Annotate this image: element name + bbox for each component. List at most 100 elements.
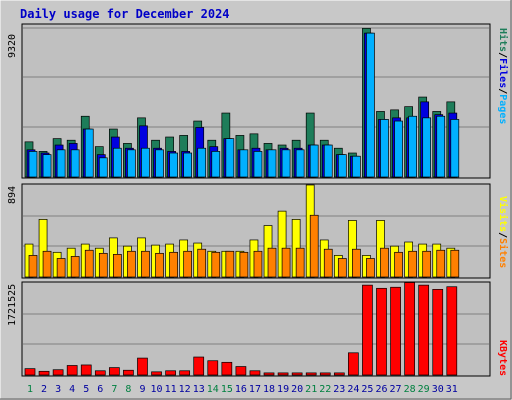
bar-sites-20: [295, 247, 305, 278]
bar-pages-31: [450, 119, 460, 178]
bar-pages-8: [127, 149, 136, 178]
bar-pages-27: [394, 120, 403, 178]
legend-sites: Sites: [497, 238, 508, 269]
right-legend-top: Hits/Files/Pages: [497, 28, 508, 124]
bar-pages-7: [113, 147, 122, 178]
bar-sites-24: [352, 248, 361, 278]
bar-sites-30: [436, 249, 446, 278]
bar-sites-15: [225, 250, 235, 278]
bar-kbytes-24: [348, 352, 359, 376]
x-tick-label-15: 15: [221, 384, 233, 395]
x-tick-label-22: 22: [319, 384, 331, 395]
bar-sites-7: [113, 254, 122, 278]
bar-sites-23: [337, 258, 347, 278]
mid-max-label: 894: [7, 185, 18, 204]
x-tick-label-2: 2: [41, 384, 47, 395]
bar-pages-29: [422, 117, 432, 178]
bar-sites-29: [422, 250, 432, 278]
bar-pages-12: [183, 152, 193, 178]
top-max-label: 9320: [7, 33, 18, 58]
bar-sites-10: [155, 252, 164, 278]
bar-pages-23: [337, 154, 347, 178]
bar-pages-24: [352, 155, 361, 178]
bar-kbytes-30: [432, 289, 444, 376]
bar-kbytes-17: [249, 370, 261, 376]
x-tick-label-1: 1: [27, 384, 33, 395]
right-legend-bot: KBytes: [497, 340, 508, 376]
x-tick-label-11: 11: [165, 384, 177, 395]
bar-sites-31: [450, 249, 460, 278]
bar-pages-16: [239, 149, 249, 178]
bar-kbytes-7: [109, 367, 120, 376]
x-tick-label-28: 28: [404, 384, 416, 395]
bar-kbytes-9: [137, 357, 148, 376]
bot-max-label: 1721525: [7, 283, 18, 326]
bar-sites-9: [141, 250, 150, 278]
legend-pages: Pages: [497, 94, 508, 125]
bar-kbytes-21: [305, 372, 317, 376]
bar-pages-13: [197, 147, 207, 178]
bar-pages-17: [253, 151, 263, 178]
x-tick-label-19: 19: [277, 384, 289, 395]
bar-kbytes-2: [38, 370, 50, 376]
bar-sites-1: [28, 255, 38, 278]
x-tick-label-6: 6: [97, 384, 103, 395]
x-tick-label-21: 21: [305, 384, 317, 395]
legend-hits: Hits: [497, 28, 508, 53]
x-tick-label-25: 25: [361, 384, 373, 395]
bar-pages-3: [56, 149, 66, 178]
bar-sites-5: [84, 249, 94, 278]
bar-kbytes-1: [24, 368, 36, 376]
bar-kbytes-12: [179, 370, 191, 376]
bar-pages-4: [70, 149, 80, 178]
bar-kbytes-15: [221, 361, 233, 376]
bar-sites-13: [197, 248, 207, 278]
bar-pages-14: [211, 151, 221, 178]
bar-sites-4: [70, 256, 80, 278]
bar-kbytes-28: [404, 282, 415, 376]
bar-kbytes-11: [165, 370, 176, 376]
bar-kbytes-27: [390, 286, 401, 376]
bar-kbytes-10: [151, 371, 162, 376]
bar-kbytes-22: [319, 372, 331, 376]
bar-pages-11: [169, 152, 178, 178]
bar-pages-2: [42, 154, 52, 178]
x-tick-label-16: 16: [235, 384, 247, 395]
legend-kbytes: KBytes: [497, 340, 508, 377]
right-legend-mid: Visits/Sites: [497, 196, 508, 268]
x-tick-label-9: 9: [139, 384, 145, 395]
bar-sites-2: [42, 250, 52, 278]
bar-kbytes-14: [207, 360, 219, 376]
bar-kbytes-18: [263, 372, 275, 376]
chart-title: Daily usage for December 2024: [20, 7, 230, 21]
x-tick-label-23: 23: [333, 384, 345, 395]
bar-sites-8: [127, 250, 136, 278]
x-tick-label-8: 8: [125, 384, 131, 395]
x-tick-label-14: 14: [207, 384, 219, 395]
bar-pages-5: [84, 128, 94, 178]
bar-sites-26: [380, 247, 389, 278]
bar-pages-26: [380, 119, 389, 178]
bar-sites-25: [366, 258, 375, 278]
bar-sites-28: [408, 250, 417, 278]
bar-pages-6: [98, 157, 108, 178]
bar-pages-15: [225, 138, 235, 178]
bar-pages-22: [323, 144, 333, 178]
bar-pages-9: [141, 147, 150, 178]
bar-kbytes-3: [52, 369, 64, 376]
x-tick-label-30: 30: [432, 384, 444, 395]
bar-sites-19: [281, 247, 291, 278]
bar-pages-19: [281, 149, 291, 178]
bar-sites-21: [309, 214, 319, 278]
x-tick-label-18: 18: [263, 384, 275, 395]
bar-kbytes-6: [94, 370, 106, 376]
x-tick-label-10: 10: [151, 384, 163, 395]
x-tick-label-20: 20: [291, 384, 303, 395]
bar-sites-11: [169, 251, 178, 278]
bar-sites-18: [267, 247, 277, 278]
x-tick-label-31: 31: [446, 384, 458, 395]
bar-kbytes-16: [235, 366, 247, 376]
x-tick-label-26: 26: [375, 384, 387, 395]
bar-sites-14: [211, 251, 221, 278]
